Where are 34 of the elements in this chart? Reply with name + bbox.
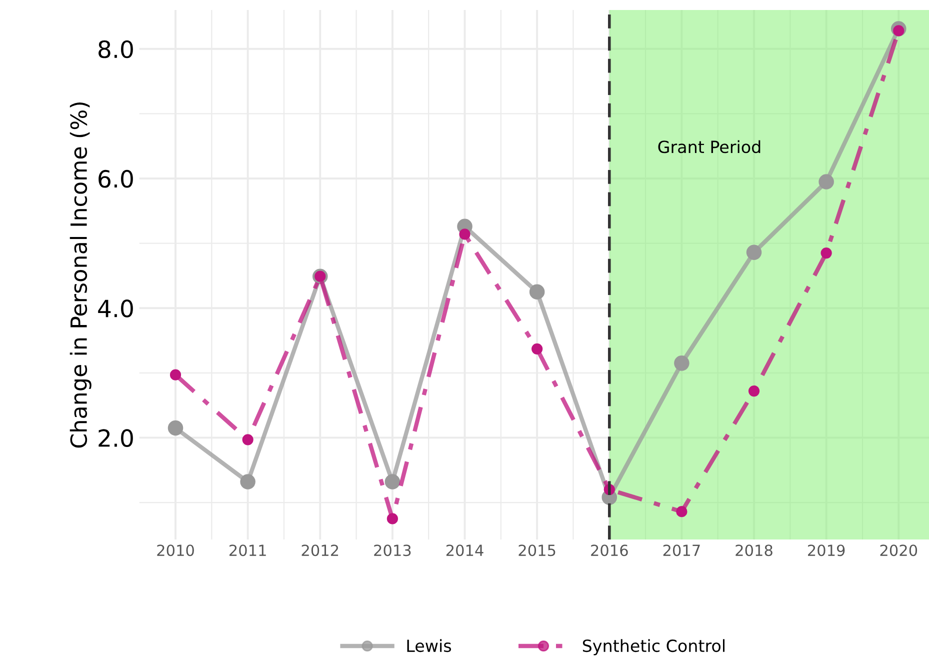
point xyxy=(240,474,256,490)
y-tick-label: 2.0 xyxy=(98,429,133,448)
x-tick-label: 2012 xyxy=(302,544,338,556)
x-tick-label: 2013 xyxy=(374,544,411,556)
x-tick-label: 2015 xyxy=(518,544,556,556)
y-axis-title: Change in Personal Income (%) xyxy=(70,102,92,448)
x-tick-label: 2011 xyxy=(229,544,266,556)
point xyxy=(529,284,545,300)
point xyxy=(384,474,400,490)
point xyxy=(168,420,184,436)
point xyxy=(459,228,470,240)
y-tick-label: 6.0 xyxy=(98,170,133,188)
legend-label: Lewis xyxy=(407,639,452,652)
y-tick-label: 8.0 xyxy=(98,40,133,58)
point xyxy=(748,385,760,397)
point xyxy=(386,513,398,524)
point xyxy=(820,247,832,259)
point xyxy=(674,356,690,371)
point xyxy=(532,343,543,354)
point xyxy=(818,174,834,190)
x-tick-label: 2014 xyxy=(446,544,484,556)
y-tick-label: 4.0 xyxy=(98,300,133,318)
x-tick-label: 2010 xyxy=(157,544,194,556)
band-label: Grant Period xyxy=(658,140,760,154)
x-tick-label: 2018 xyxy=(736,544,772,556)
point xyxy=(242,434,254,446)
x-tick-label: 2016 xyxy=(591,544,628,556)
legend-label: Synthetic Control xyxy=(582,639,724,656)
x-tick-label: 2017 xyxy=(663,544,700,556)
point xyxy=(170,369,182,380)
x-tick-label: 2020 xyxy=(880,544,918,556)
x-tick-label: 2019 xyxy=(808,544,845,556)
point xyxy=(746,244,762,260)
point xyxy=(676,506,688,518)
